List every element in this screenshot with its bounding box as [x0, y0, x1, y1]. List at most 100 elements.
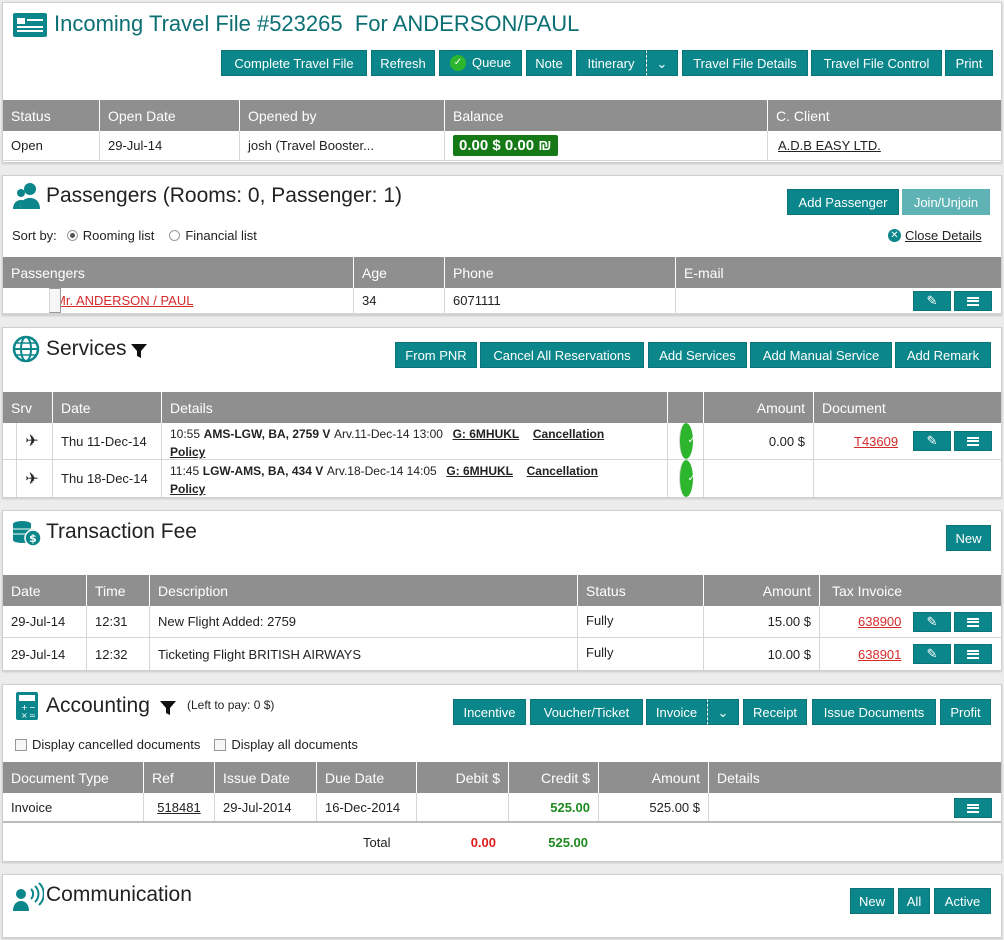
passenger-select-checkbox[interactable] — [49, 288, 61, 313]
complete-travel-file-button[interactable]: Complete Travel File — [221, 50, 367, 76]
service-document-link[interactable]: T43609 — [854, 433, 899, 449]
new-fee-button[interactable]: New — [946, 525, 991, 551]
add-manual-service-button[interactable]: Add Manual Service — [750, 342, 892, 368]
passenger-name-cell: Mr. ANDERSON / PAUL — [3, 288, 353, 313]
cancellation-policy-link[interactable]: Cancellation — [532, 427, 605, 441]
communication-title: Communication — [46, 883, 192, 906]
accounting-table-header: Document Type Ref Issue Date Due Date De… — [3, 762, 1001, 793]
document-menu-button[interactable] — [954, 798, 992, 818]
passengers-title: Passengers (Rooms: 0, Passenger: 1) — [46, 184, 402, 207]
refresh-button[interactable]: Refresh — [371, 50, 435, 76]
travel-file-control-button[interactable]: Travel File Control — [811, 50, 942, 76]
note-button[interactable]: Note — [526, 50, 572, 76]
service-pnr-link[interactable]: G: 6MHUKL — [446, 464, 513, 478]
fee-menu-button[interactable] — [954, 644, 992, 664]
col-issue-date: Issue Date — [214, 762, 316, 793]
travel-file-details-button[interactable]: Travel File Details — [682, 50, 808, 76]
confirmed-check-icon: ✓ — [678, 460, 696, 497]
travel-file-icon — [12, 11, 48, 42]
col-tax-invoice: Tax Invoice — [819, 575, 1001, 606]
cancellation-policy-link-cont[interactable]: Policy — [170, 482, 206, 496]
fee-amount: 10.00 $ — [703, 638, 819, 670]
fee-invoice-link[interactable]: 638901 — [858, 646, 902, 662]
edit-service-button[interactable]: ✎ — [913, 431, 951, 451]
queue-button[interactable]: ✓ Queue — [439, 50, 522, 76]
cancel-all-reservations-button[interactable]: Cancel All Reservations — [480, 342, 644, 368]
new-communication-button[interactable]: New — [850, 888, 894, 914]
service-route: AMS-LGW, BA, 2759 V — [203, 427, 331, 441]
service-row: ✈ Thu 11-Dec-14 10:55 AMS-LGW, BA, 2759 … — [3, 423, 1001, 460]
service-menu-button[interactable] — [954, 431, 992, 451]
display-all-label: Display all documents — [231, 737, 358, 752]
service-pnr-link[interactable]: G: 6MHUKL — [452, 427, 520, 441]
invoice-button[interactable]: Invoice — [646, 699, 707, 725]
fee-menu-button[interactable] — [954, 612, 992, 632]
add-services-button[interactable]: Add Services — [648, 342, 747, 368]
col-debit: Debit $ — [416, 762, 508, 793]
profit-button[interactable]: Profit — [940, 699, 991, 725]
itinerary-button[interactable]: Itinerary — [576, 50, 646, 76]
check-icon: ✓ — [449, 55, 466, 71]
col-opened-by: Opened by — [239, 100, 444, 131]
edit-fee-button[interactable]: ✎ — [913, 644, 951, 664]
add-remark-button[interactable]: Add Remark — [895, 342, 991, 368]
passenger-menu-button[interactable] — [954, 291, 992, 311]
filter-icon[interactable] — [159, 699, 177, 720]
sort-financial-radio[interactable] — [169, 230, 181, 241]
service-document-cell: T43609 — [813, 423, 1001, 459]
chevron-down-icon: ⌄ — [717, 705, 729, 720]
invoice-dropdown-toggle[interactable]: ⌄ — [707, 699, 739, 725]
voucher-ticket-button[interactable]: Voucher/Ticket — [530, 699, 643, 725]
join-unjoin-button[interactable]: Join/Unjoin — [902, 189, 990, 215]
plane-icon: ✈ — [16, 460, 39, 497]
sort-rooming-radio[interactable] — [66, 230, 78, 241]
sort-by-label: Sort by: — [12, 228, 57, 243]
opened-by-value: josh (Travel Booster... — [239, 131, 444, 160]
total-debit: 0.00 — [470, 835, 496, 850]
sort-rooming-label: Rooming list — [82, 228, 155, 243]
cancellation-policy-link[interactable]: Cancellation — [526, 464, 598, 478]
pencil-icon: ✎ — [926, 293, 938, 308]
pencil-icon: ✎ — [926, 433, 938, 448]
passenger-email — [675, 288, 1001, 313]
fee-status: Fully — [577, 638, 703, 670]
display-cancelled-checkbox[interactable] — [15, 738, 27, 751]
fee-date: 29-Jul-14 — [11, 646, 66, 662]
cancellation-policy-link-cont[interactable]: Policy — [170, 445, 206, 459]
col-date: Date — [52, 392, 161, 423]
service-type-cell: ✈ — [3, 423, 52, 459]
col-details: Details — [708, 762, 1001, 793]
col-description: Description — [149, 575, 577, 606]
edit-fee-button[interactable]: ✎ — [913, 612, 951, 632]
col-amount: Amount — [598, 762, 708, 793]
close-details-link[interactable]: ✕ Close Details — [888, 228, 982, 243]
passengers-panel: Passengers (Rooms: 0, Passenger: 1) Add … — [2, 175, 1002, 315]
fee-description: Ticketing Flight BRITISH AIRWAYS — [149, 638, 577, 670]
active-communication-button[interactable]: Active — [934, 888, 991, 914]
edit-passenger-button[interactable]: ✎ — [913, 291, 951, 311]
service-date: Thu 11-Dec-14 — [52, 423, 161, 459]
filter-icon[interactable] — [130, 342, 148, 363]
print-button[interactable]: Print — [945, 50, 993, 76]
col-open-date: Open Date — [99, 100, 239, 131]
accounting-total-row: Total 0.00 525.00 — [3, 835, 1001, 857]
service-details-cell: 11:45 LGW-AMS, BA, 434 V Arv.18-Dec-14 1… — [161, 460, 667, 497]
doc-debit — [416, 793, 508, 821]
receipt-button[interactable]: Receipt — [743, 699, 807, 725]
incentive-button[interactable]: Incentive — [453, 699, 526, 725]
passenger-name-link[interactable]: Mr. ANDERSON / PAUL — [55, 293, 194, 308]
issue-documents-button[interactable]: Issue Documents — [812, 699, 936, 725]
service-amount: 0.00 $ — [703, 423, 813, 459]
doc-ref-link[interactable]: 518481 — [157, 799, 201, 815]
doc-credit: 525.00 — [508, 793, 598, 821]
add-passenger-button[interactable]: Add Passenger — [787, 189, 899, 215]
all-communication-button[interactable]: All — [898, 888, 930, 914]
fee-invoice-link[interactable]: 638900 — [858, 614, 902, 629]
display-all-checkbox[interactable] — [214, 738, 227, 751]
from-pnr-button[interactable]: From PNR — [395, 342, 477, 368]
fee-invoice-cell: 638900 — [819, 606, 1001, 637]
calculator-icon: + − × = — [15, 691, 39, 724]
itinerary-dropdown-toggle[interactable]: ⌄ — [646, 50, 678, 76]
accounting-row: Invoice 518481 29-Jul-2014 16-Dec-2014 5… — [3, 793, 1001, 823]
client-link[interactable]: A.D.B EASY LTD. — [778, 138, 881, 153]
